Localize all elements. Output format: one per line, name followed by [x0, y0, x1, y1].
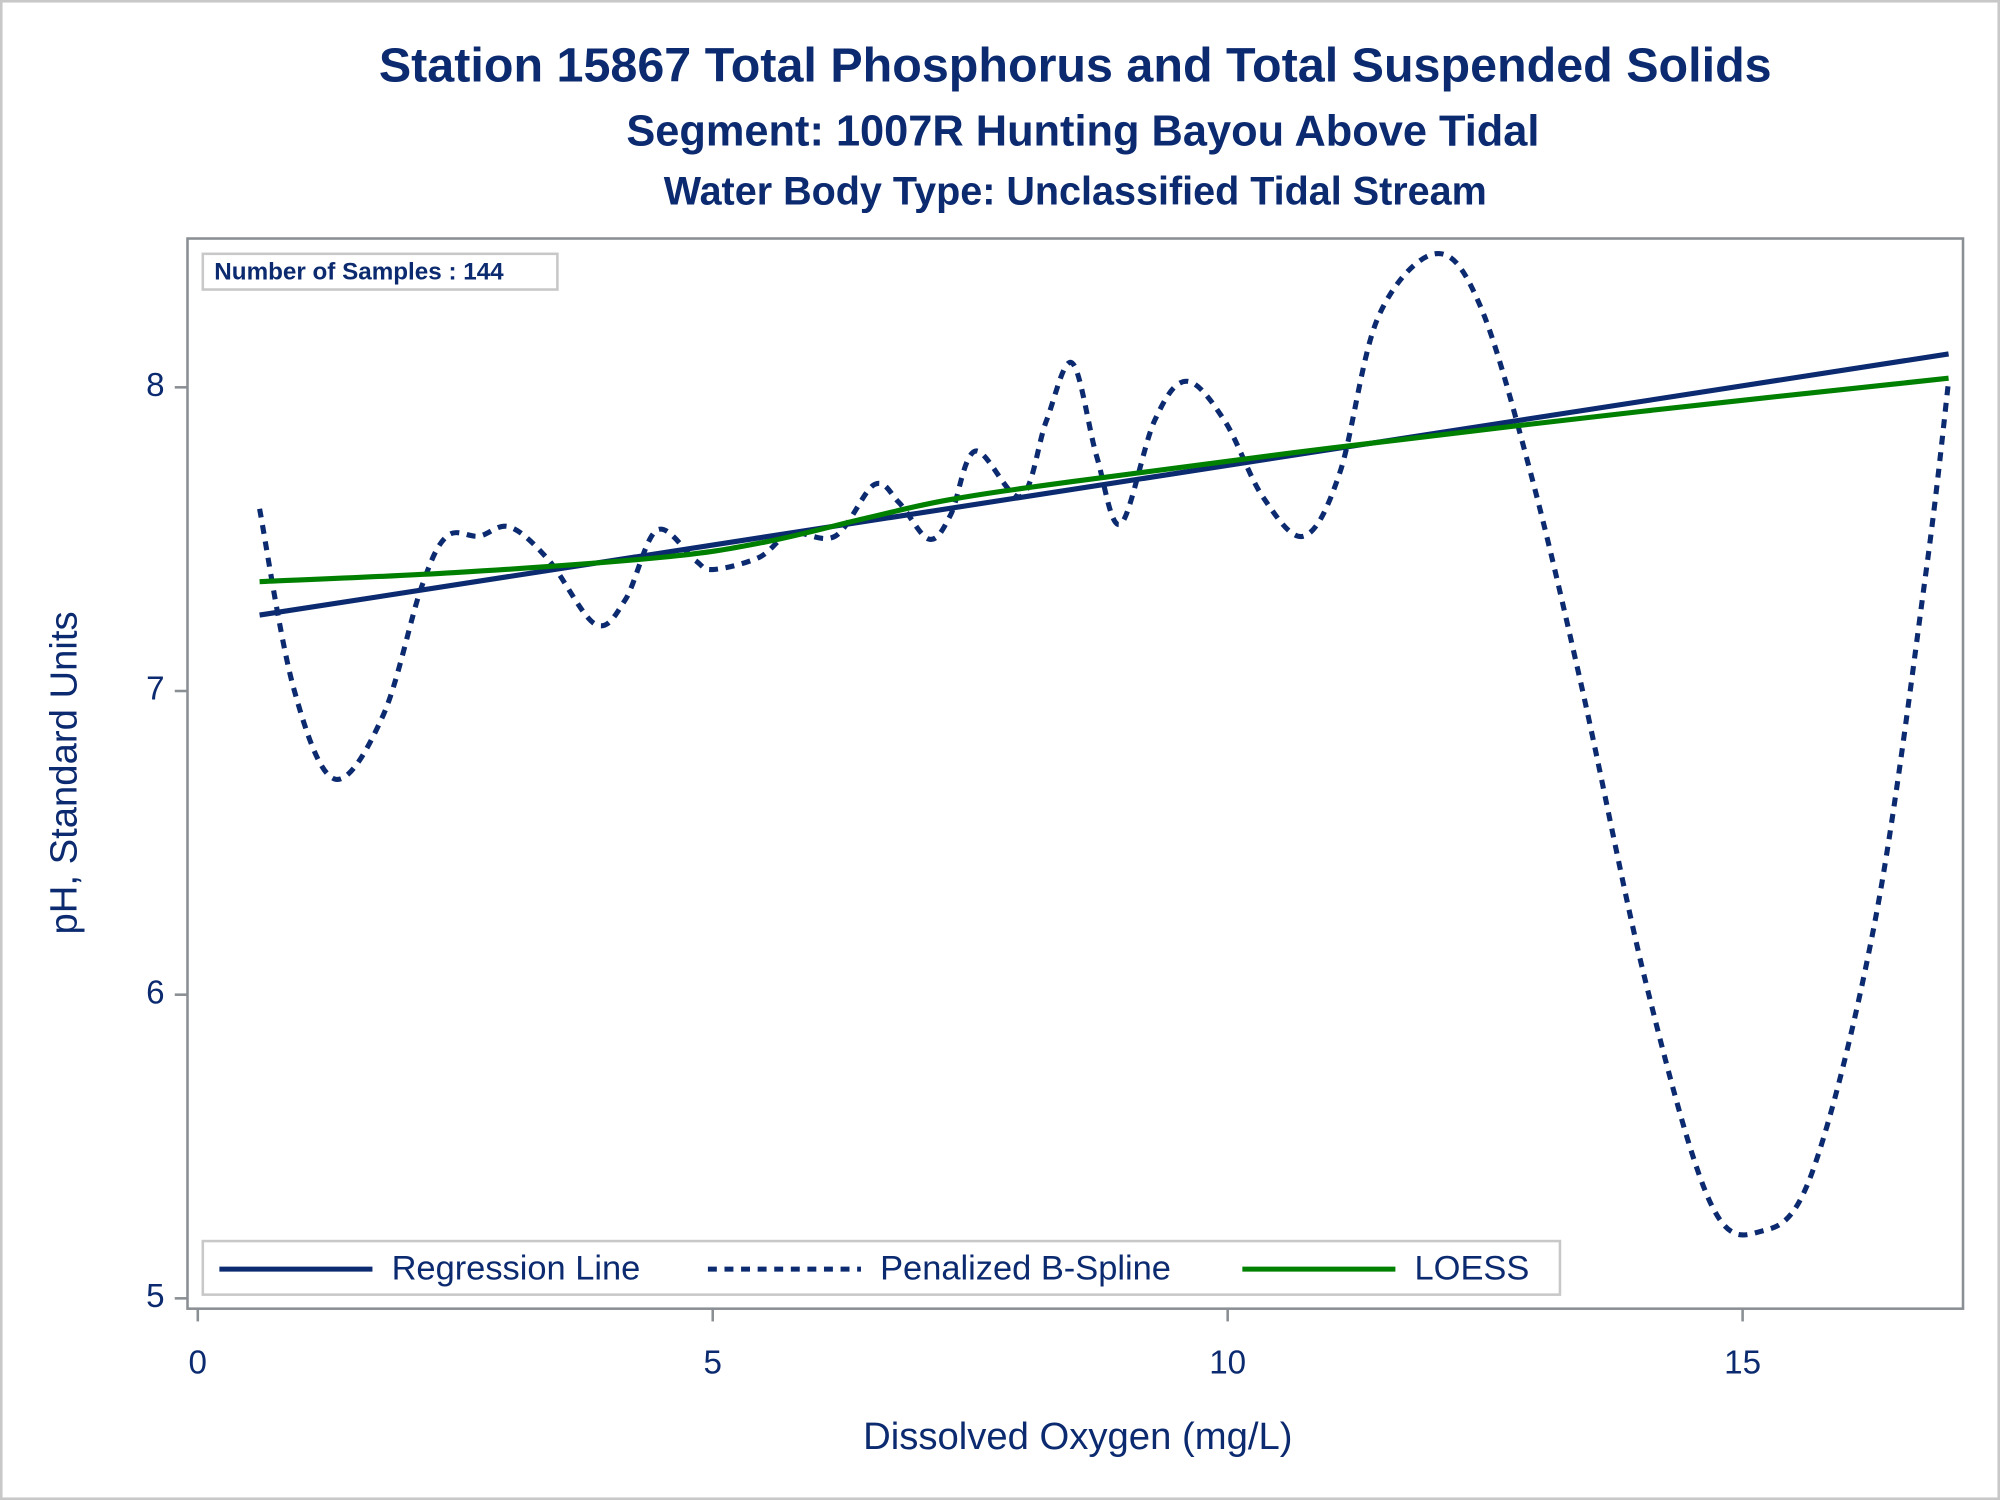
x-tick-label: 5	[704, 1345, 722, 1382]
data-line	[259, 375, 1949, 585]
y-tick-label: 8	[146, 367, 164, 404]
annotation-box	[201, 252, 559, 291]
chart-subtitle: Segment: 1007R Hunting Bayou Above Tidal	[626, 107, 1539, 155]
data-line	[257, 251, 1952, 1238]
x-tick-label: 15	[1724, 1345, 1761, 1382]
legend-label: Penalized B-Spline	[880, 1250, 1171, 1288]
plot-frame	[186, 237, 1965, 1310]
chart-subtitle: Water Body Type: Unclassified Tidal Stre…	[664, 169, 1487, 213]
x-tick-label: 0	[189, 1345, 207, 1382]
x-tick-label: 10	[1209, 1345, 1246, 1382]
y-tick-label: 7	[146, 671, 164, 708]
chart-title: Station 15867 Total Phosphorus and Total…	[379, 39, 1772, 93]
y-axis-label: pH, Standard Units	[42, 611, 85, 934]
x-axis-label: Dissolved Oxygen (mg/L)	[863, 1415, 1292, 1458]
annotation: Number of Samples : 144	[214, 258, 504, 285]
y-tick-label: 5	[146, 1278, 164, 1315]
y-tick-label: 6	[146, 974, 164, 1011]
legend-label: LOESS	[1415, 1250, 1530, 1288]
data-line	[259, 351, 1949, 618]
plot-area	[257, 251, 1952, 1238]
legend-label: Regression Line	[392, 1250, 641, 1288]
